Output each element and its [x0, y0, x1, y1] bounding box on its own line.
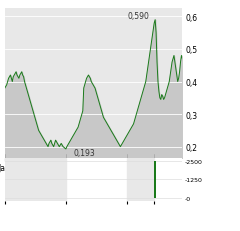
- Bar: [154, 161, 156, 198]
- Bar: [127, 158, 154, 201]
- Bar: [5, 158, 66, 201]
- Text: 0,590: 0,590: [127, 12, 149, 21]
- Text: 0,193: 0,193: [73, 149, 95, 158]
